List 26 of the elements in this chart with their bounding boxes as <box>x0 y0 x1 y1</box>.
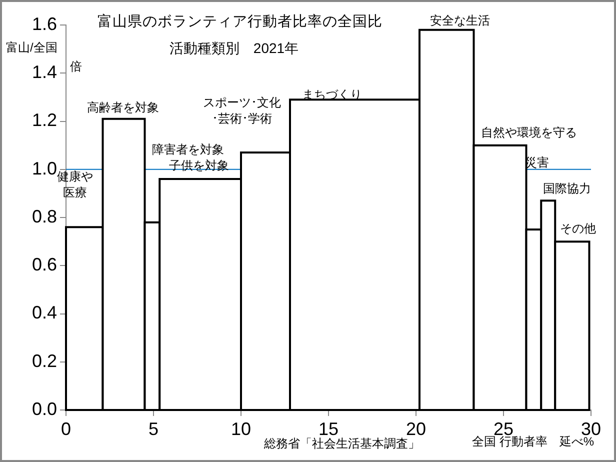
text: 活動種類別 2021年 <box>169 40 299 56</box>
x-tick-label: 20 <box>406 418 426 439</box>
y-tick-label: 1.4 <box>32 62 57 82</box>
y-tick-label: 1.0 <box>32 158 57 178</box>
text: 総務省「社会生活基本調査」 <box>263 436 420 450</box>
x-tick-label: 10 <box>230 418 252 439</box>
annotation: 子供を対象 <box>169 158 229 172</box>
annotation: 高齢者を対象 <box>87 100 159 114</box>
y-tick-label: 0.0 <box>32 398 57 419</box>
annotation: 安全な生活 <box>430 13 490 28</box>
y-tick-label: 1.2 <box>32 110 57 130</box>
annotation: 自然や環境を守る <box>481 125 577 140</box>
chart-title: 富山県のボランティア行動者比率の全国比 <box>98 13 382 30</box>
x-tick-label: 5 <box>148 418 159 439</box>
x-tick-label: 0 <box>60 418 72 439</box>
y-tick-label: 0.6 <box>32 254 57 275</box>
y-tick-label: 1.6 <box>32 14 57 34</box>
y-tick-label: 0.2 <box>32 350 57 371</box>
annotation: 障害者を対象 <box>152 142 224 156</box>
annotation: その他 <box>560 221 596 236</box>
annotation: 健康や医療 <box>57 169 93 200</box>
y-tick-label: 0.4 <box>32 302 57 323</box>
x-tick-label: 15 <box>318 418 339 439</box>
y-tick-label: 0.8 <box>32 206 57 226</box>
annotation: 国際協力 <box>543 181 591 196</box>
annotation: スポーツ･文化･芸術･学術 <box>203 95 281 126</box>
